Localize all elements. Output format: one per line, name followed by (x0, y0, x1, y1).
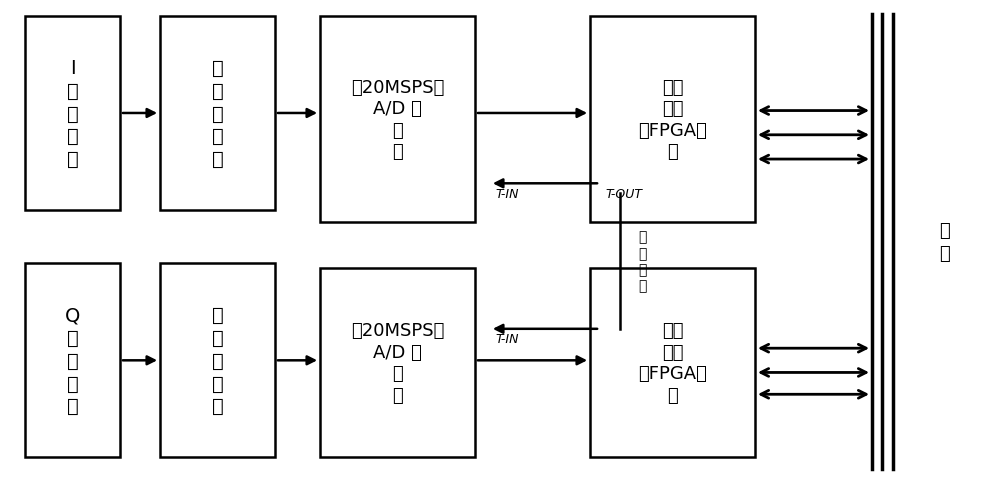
Text: 隔
离
变
压
器: 隔 离 变 压 器 (212, 306, 223, 415)
Bar (160, 264, 275, 457)
Bar (160, 17, 275, 211)
Bar (320, 269, 475, 457)
Bar (320, 17, 475, 223)
Text: （20MSPS）
A/D 转
换
器: （20MSPS） A/D 转 换 器 (351, 322, 444, 404)
Text: T-IN: T-IN (495, 333, 518, 345)
Text: 隔
离
变
压
器: 隔 离 变 压 器 (212, 59, 223, 168)
Text: （20MSPS）
A/D 转
换
器: （20MSPS） A/D 转 换 器 (351, 78, 444, 161)
Text: T-OUT: T-OUT (605, 187, 642, 200)
Text: 通道
控制
（FPGA）
器: 通道 控制 （FPGA） 器 (638, 322, 707, 404)
Bar (25, 17, 120, 211)
Text: Q
视
频
信
号: Q 视 频 信 号 (65, 306, 80, 415)
Text: T-IN: T-IN (495, 187, 518, 200)
Text: I
视
频
信
号: I 视 频 信 号 (67, 59, 78, 168)
Text: 总
线: 总 线 (940, 222, 950, 262)
Bar (25, 264, 120, 457)
Text: 通道
控制
（FPGA）
器: 通道 控制 （FPGA） 器 (638, 78, 707, 161)
Bar (590, 269, 755, 457)
Bar (590, 17, 755, 223)
Text: 时
钟
信
号: 时 钟 信 号 (638, 230, 646, 293)
